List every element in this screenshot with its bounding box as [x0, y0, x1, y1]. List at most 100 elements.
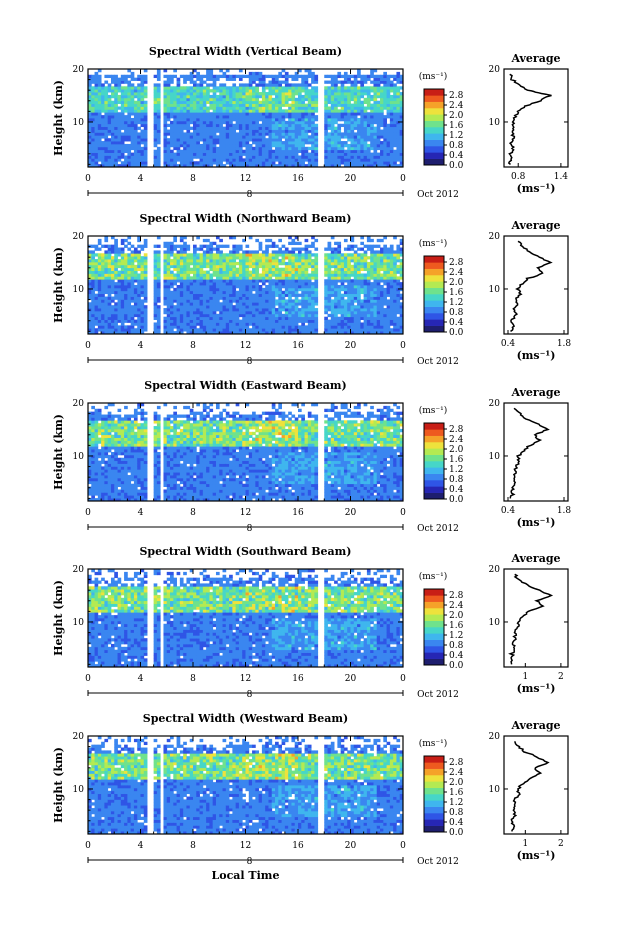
heatmap-cell — [275, 299, 279, 303]
heatmap-cell — [268, 238, 273, 243]
heatmap-cell — [94, 319, 99, 323]
heatmap-cell — [124, 120, 128, 125]
heatmap-cell — [199, 322, 204, 326]
heatmap-cell — [229, 305, 233, 309]
heatmap-cell — [143, 126, 148, 130]
heatmap-cell — [88, 126, 92, 130]
heatmap-cell — [242, 279, 246, 283]
heatmap-cell — [366, 138, 371, 142]
heatmap-cell — [199, 256, 204, 260]
heatmap-cell — [176, 308, 181, 312]
heatmap-cell — [265, 319, 269, 323]
heatmap-cell — [114, 80, 118, 84]
heatmap-cell — [110, 120, 115, 125]
heatmap-cell — [107, 287, 112, 292]
heatmap-cell — [153, 310, 158, 315]
heatmap-cell — [343, 143, 348, 148]
heatmap-cell — [291, 94, 296, 99]
heatmap-cell — [202, 261, 207, 266]
heatmap-cell — [196, 267, 200, 271]
heatmap-cell — [206, 299, 210, 303]
heatmap-cell — [120, 106, 125, 110]
heatmap-cell — [212, 270, 217, 274]
heatmap-cell — [166, 285, 171, 289]
heatmap-cell — [229, 112, 233, 116]
heatmap-cell — [301, 100, 305, 104]
heatmap-cell — [298, 155, 302, 159]
heatmap-cell — [170, 132, 174, 136]
heatmap-cell — [209, 129, 214, 133]
heatmap-cell — [383, 120, 387, 125]
heatmap-cell — [284, 86, 289, 90]
heatmap-cell — [301, 319, 305, 323]
heatmap-cell — [366, 86, 371, 90]
heatmap-cell — [120, 264, 125, 269]
heatmap-cell — [97, 299, 102, 303]
heatmap-cell — [242, 305, 246, 309]
heatmap-cell — [288, 74, 292, 79]
heatmap-cell — [245, 264, 250, 269]
heatmap-cell — [334, 267, 338, 271]
heatmap-cell — [222, 319, 227, 323]
heatmap-cell — [88, 316, 92, 320]
heatmap-cell — [202, 238, 207, 243]
heatmap-cell — [281, 129, 286, 133]
heatmap-cell — [235, 253, 240, 257]
heatmap-cell — [222, 293, 227, 297]
heatmap-cell — [248, 290, 253, 295]
heatmap-cell — [110, 299, 115, 303]
heatmap-cell — [383, 126, 387, 130]
heatmap-cell — [179, 322, 184, 326]
heatmap-cell — [101, 100, 105, 104]
heatmap-cell — [163, 141, 168, 145]
heatmap-cell — [225, 112, 230, 116]
heatmap-cell — [189, 100, 194, 104]
heatmap-cell — [304, 155, 309, 159]
heatmap-cell — [271, 316, 276, 320]
heatmap-cell — [163, 319, 168, 323]
heatmap-cell — [248, 103, 253, 107]
heatmap-cell — [252, 328, 256, 332]
heatmap-cell — [206, 158, 210, 162]
heatmap-cell — [225, 308, 230, 312]
heatmap-cell — [186, 290, 191, 295]
heatmap-cell — [156, 282, 161, 286]
heatmap-cell — [209, 74, 214, 79]
heatmap-cell — [166, 146, 171, 151]
heatmap-cell — [248, 328, 253, 332]
heatmap-cell — [327, 319, 332, 323]
heatmap-cell — [304, 285, 309, 289]
heatmap-cell — [278, 267, 282, 271]
heatmap-cell — [235, 89, 240, 93]
heatmap-cell — [163, 74, 168, 79]
heatmap-cell — [340, 143, 345, 148]
heatmap-cell — [386, 158, 391, 162]
heatmap-cell — [202, 97, 207, 102]
heatmap-cell — [209, 247, 214, 251]
heatmap-cell — [393, 129, 397, 133]
heatmap-cell — [307, 313, 312, 318]
heatmap-cell — [173, 89, 177, 93]
heatmap-cell — [350, 83, 355, 87]
heatmap-cell — [291, 149, 296, 153]
heatmap-cell — [284, 80, 289, 84]
heatmap-cell — [281, 319, 286, 323]
heatmap-cell — [88, 74, 92, 79]
heatmap-cell — [153, 132, 158, 136]
heatmap-cell — [199, 310, 204, 315]
heatmap-cell — [183, 132, 187, 136]
heatmap-cell — [114, 247, 118, 251]
heatmap-cell — [229, 118, 233, 122]
heatmap-cell — [235, 92, 240, 96]
heatmap-cell — [265, 256, 269, 260]
heatmap-cell — [314, 143, 319, 148]
colorbar-segment — [424, 101, 444, 109]
heatmap-cell — [261, 313, 266, 318]
heatmap-cell — [189, 97, 194, 102]
heatmap-cell — [258, 123, 263, 128]
heatmap-cell — [281, 279, 286, 283]
heatmap-cell — [225, 285, 230, 289]
heatmap-cell — [193, 276, 197, 280]
heatmap-cell — [124, 325, 128, 329]
heatmap-cell — [176, 106, 181, 110]
